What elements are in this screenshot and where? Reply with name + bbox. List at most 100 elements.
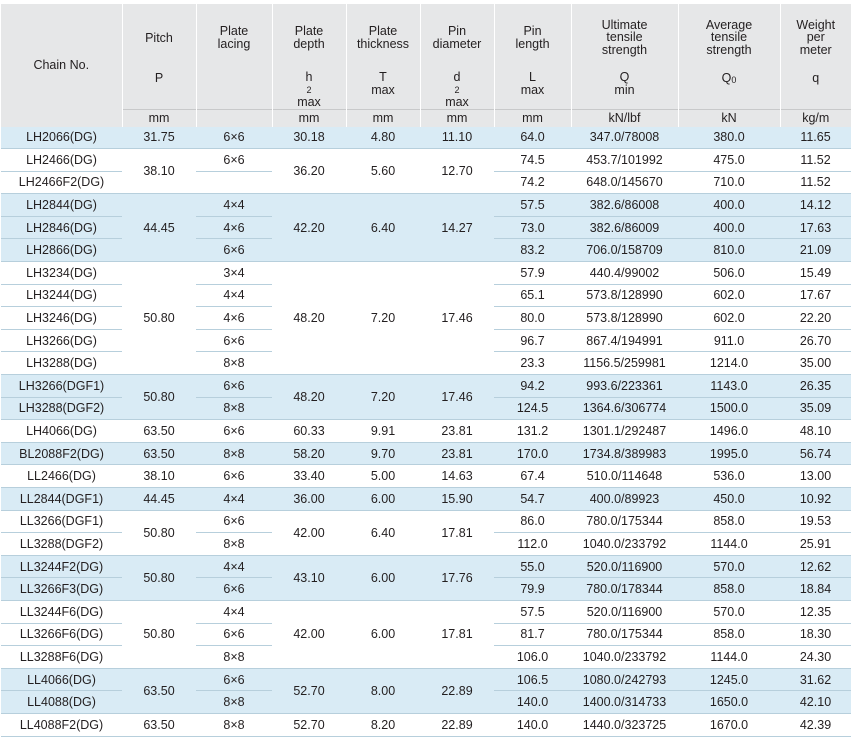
cell-plate-thickness: 9.91 xyxy=(346,419,420,443)
cell-pin-length: 55.0 xyxy=(494,555,571,579)
cell-chain-no: LL2466(DG) xyxy=(1,464,122,488)
cell-pin-diameter: 17.81 xyxy=(420,510,494,556)
cell-plate-thickness: 5.60 xyxy=(346,148,420,195)
cell-ultimate-strength: 453.7/101992 xyxy=(571,148,678,172)
cell-weight: 31.62 xyxy=(780,668,851,692)
unit-pin-diameter: mm xyxy=(420,108,495,127)
cell-plate-thickness: 9.70 xyxy=(346,442,420,466)
header-plate-depth: Plate depth xyxy=(272,4,347,71)
cell-average-strength: 858.0 xyxy=(678,510,780,534)
cell-plate-thickness: 5.00 xyxy=(346,464,420,488)
table-row: LH3234(DG) 50.80 3×4 48.20 7.20 17.46 57.9 440.… xyxy=(1,261,851,376)
table-row: LL4088F2(DG) 63.50 8×8 52.70 8.20 22.89 140.0 1… xyxy=(1,713,851,737)
cell-plate-lacing: 6×6 xyxy=(196,374,272,398)
cell-ultimate-strength: 1040.0/233792 xyxy=(571,645,678,669)
cell-ultimate-strength: 1040.0/233792 xyxy=(571,532,678,556)
cell-weight: 35.00 xyxy=(780,351,851,376)
table-row: LH3266(DG) 6×6 96.7 867.4/194991 911.0 26.70 xyxy=(1,329,851,353)
cell-pin-diameter: 17.46 xyxy=(420,261,494,376)
cell-ultimate-strength: 780.0/178344 xyxy=(571,577,678,601)
symbol-pin-diameter: d 2 max xyxy=(420,71,495,109)
cell-ultimate-strength: 440.4/99002 xyxy=(571,261,678,285)
unit-pitch: mm xyxy=(122,108,197,127)
cell-ultimate-strength: 1400.0/314733 xyxy=(571,690,678,714)
cell-plate-lacing: 6×6 xyxy=(196,126,272,150)
cell-average-strength: 1245.0 xyxy=(678,668,780,692)
cell-pin-diameter: 17.46 xyxy=(420,374,494,421)
cell-ultimate-strength: 573.8/128990 xyxy=(571,306,678,330)
cell-plate-lacing: 8×8 xyxy=(196,351,272,376)
cell-plate-depth: 42.20 xyxy=(272,193,346,263)
cell-pitch: 50.80 xyxy=(122,374,196,421)
cell-average-strength: 450.0 xyxy=(678,487,780,511)
cell-plate-lacing: 4×4 xyxy=(196,600,272,624)
cell-pin-length: 23.3 xyxy=(494,351,571,376)
cell-pin-diameter: 22.89 xyxy=(420,668,494,714)
cell-pin-length: 54.7 xyxy=(494,487,571,511)
table-row: LL3266F3(DG) 6×6 79.9 780.0/178344 858.0 18.8… xyxy=(1,577,851,601)
table-row: LH2866(DG) 6×6 83.2 706.0/158709 810.0 21.09 xyxy=(1,238,851,263)
unit-pin-length: mm xyxy=(494,108,572,127)
cell-average-strength: 810.0 xyxy=(678,238,780,263)
cell-plate-lacing: 8×8 xyxy=(196,532,272,556)
cell-plate-depth: 60.33 xyxy=(272,419,346,443)
cell-weight: 13.00 xyxy=(780,464,851,488)
unit-ultimate: kN/lbf xyxy=(571,108,679,127)
table-row: LL2466(DG) 38.10 6×6 33.40 5.00 14.63 67.4 510.… xyxy=(1,464,851,488)
cell-ultimate-strength: 400.0/89923 xyxy=(571,487,678,511)
cell-plate-thickness: 8.20 xyxy=(346,713,420,737)
cell-plate-lacing: 6×6 xyxy=(196,148,272,172)
cell-weight: 42.39 xyxy=(780,713,851,737)
cell-chain-no: LH3266(DG) xyxy=(1,329,122,353)
cell-pin-length: 124.5 xyxy=(494,397,571,421)
cell-chain-no: LL3244F2(DG) xyxy=(1,555,122,579)
cell-plate-lacing: 4×6 xyxy=(196,306,272,330)
cell-pitch: 63.50 xyxy=(122,713,196,737)
cell-chain-no: LL3288F6(DG) xyxy=(1,645,122,669)
cell-ultimate-strength: 347.0/78008 xyxy=(571,126,678,150)
cell-plate-depth: 42.00 xyxy=(272,510,346,556)
cell-average-strength: 506.0 xyxy=(678,261,780,285)
cell-weight: 12.35 xyxy=(780,600,851,624)
cell-ultimate-strength: 520.0/116900 xyxy=(571,600,678,624)
cell-average-strength: 570.0 xyxy=(678,555,780,579)
cell-pin-length: 96.7 xyxy=(494,329,571,353)
cell-chain-no: LH2846(DG) xyxy=(1,216,122,240)
cell-ultimate-strength: 382.6/86009 xyxy=(571,216,678,240)
unit-plate-thickness: mm xyxy=(346,108,421,127)
cell-ultimate-strength: 780.0/175344 xyxy=(571,623,678,647)
table-row: LL3288F6(DG) 8×8 106.0 1040.0/233792 1144.0 2… xyxy=(1,645,851,669)
cell-weight: 26.35 xyxy=(780,374,851,398)
unit-plate-depth: mm xyxy=(272,108,347,127)
cell-plate-thickness: 6.40 xyxy=(346,510,420,556)
cell-pin-length: 106.0 xyxy=(494,645,571,669)
cell-ultimate-strength: 1301.1/292487 xyxy=(571,419,678,443)
cell-pitch: 50.80 xyxy=(122,600,196,669)
cell-plate-lacing: 6×6 xyxy=(196,510,272,534)
cell-average-strength: 536.0 xyxy=(678,464,780,488)
cell-chain-no: LL3266(DGF1) xyxy=(1,510,122,534)
table-row: LH4066(DG) 63.50 6×6 60.33 9.91 23.81 131.2 130… xyxy=(1,419,851,443)
cell-chain-no: LH3244(DG) xyxy=(1,284,122,308)
cell-pitch: 38.10 xyxy=(122,464,196,488)
cell-plate-lacing: 8×8 xyxy=(196,645,272,669)
symbol-average: Q0 xyxy=(678,71,781,109)
cell-pin-length: 81.7 xyxy=(494,623,571,647)
cell-pin-diameter: 14.27 xyxy=(420,193,494,263)
cell-chain-no: LH2466F2(DG) xyxy=(1,171,122,195)
cell-plate-thickness: 7.20 xyxy=(346,261,420,376)
cell-pin-length: 140.0 xyxy=(494,713,571,737)
cell-average-strength: 1650.0 xyxy=(678,690,780,714)
header-pin-diameter: Pin diameter xyxy=(420,4,495,71)
table-row: LL3244F2(DG) 50.80 4×4 43.10 6.00 17.76 55.0 52… xyxy=(1,555,851,601)
symbol-plate-depth: h 2 max xyxy=(272,71,347,109)
cell-weight: 15.49 xyxy=(780,261,851,285)
table-row: LH3244(DG) 4×4 65.1 573.8/128990 602.0 17.67 xyxy=(1,284,851,308)
cell-weight: 17.67 xyxy=(780,284,851,308)
cell-ultimate-strength: 993.6/223361 xyxy=(571,374,678,398)
cell-average-strength: 710.0 xyxy=(678,171,780,195)
table-row: LL4088(DG) 8×8 140.0 1400.0/314733 1650.0 42.… xyxy=(1,690,851,714)
table-row: LH3288(DG) 8×8 23.3 1156.5/259981 1214.0 35.0… xyxy=(1,351,851,376)
cell-weight: 21.09 xyxy=(780,238,851,263)
